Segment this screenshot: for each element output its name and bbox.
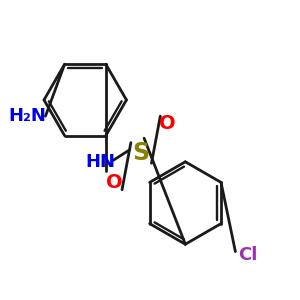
Text: O: O [106, 173, 123, 192]
Text: H₂N: H₂N [9, 107, 47, 125]
Text: HN: HN [85, 153, 115, 171]
Text: O: O [159, 114, 176, 133]
Text: S: S [133, 141, 150, 165]
Text: Cl: Cl [238, 245, 258, 263]
